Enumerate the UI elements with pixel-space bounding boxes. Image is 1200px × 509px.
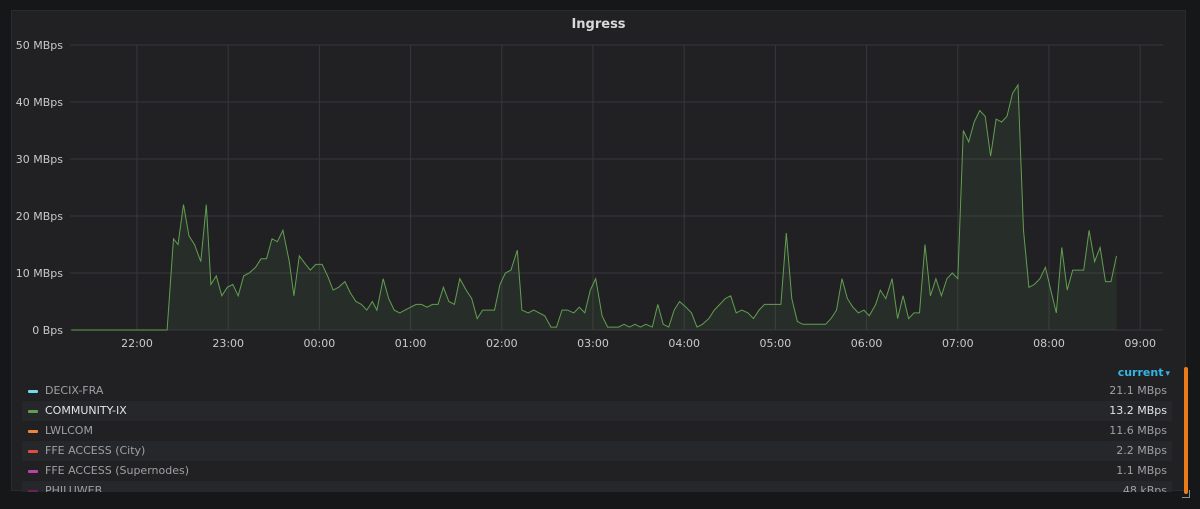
legend-item-value: 13.2 MBps xyxy=(1109,404,1167,417)
legend-scrollbar[interactable] xyxy=(1184,367,1188,494)
legend-color-swatch[interactable] xyxy=(28,490,38,492)
y-axis-labels: 0 Bps 10 MBps 20 MBps 30 MBps 40 MBps 50 MBps xyxy=(16,39,64,337)
legend-item[interactable]: FFE ACCESS (City) 2.2 MBps xyxy=(22,441,1172,461)
x-tick-label: 05:00 xyxy=(760,337,792,350)
ingress-chart: 0 Bps 10 MBps 20 MBps 30 MBps 40 MBps 50 MBps… xyxy=(16,39,1163,350)
legend-item[interactable]: LWLCOM 11.6 MBps xyxy=(22,421,1172,441)
x-tick-label: 07:00 xyxy=(942,337,974,350)
legend-item[interactable]: DECIX-FRA 21.1 MBps xyxy=(22,381,1172,401)
legend-item-value: 1.1 MBps xyxy=(1116,464,1167,477)
legend-item-value: 2.2 MBps xyxy=(1116,444,1167,457)
legend-item-label: LWLCOM xyxy=(45,424,93,437)
x-tick-label: 03:00 xyxy=(577,337,609,350)
x-axis-labels: 22:00 23:00 00:00 01:00 02:00 03:00 04:00 05:00… xyxy=(121,337,1156,350)
legend-color-swatch[interactable] xyxy=(28,430,38,433)
y-tick-label: 40 MBps xyxy=(16,96,64,109)
legend-color-swatch[interactable] xyxy=(28,450,38,453)
y-tick-label: 0 Bps xyxy=(32,324,63,337)
panel-title[interactable]: Ingress xyxy=(571,17,626,32)
legend-item-label: FFE ACCESS (City) xyxy=(45,444,146,457)
x-tick-label: 08:00 xyxy=(1033,337,1065,350)
legend-item[interactable]: FFE ACCESS (Supernodes) 1.1 MBps xyxy=(22,461,1172,481)
legend-item-label: DECIX-FRA xyxy=(45,384,104,397)
series-area xyxy=(71,84,1117,331)
resize-handle-icon[interactable] xyxy=(1182,490,1190,498)
legend-item[interactable]: PHILUWEB 48 kBps xyxy=(22,481,1172,492)
legend-sort-current[interactable]: current ▾ xyxy=(1118,366,1170,379)
x-tick-label: 22:00 xyxy=(121,337,153,350)
legend-item-label: FFE ACCESS (Supernodes) xyxy=(45,464,190,477)
x-tick-label: 06:00 xyxy=(851,337,883,350)
x-tick-label: 01:00 xyxy=(395,337,427,350)
legend-item-value: 21.1 MBps xyxy=(1109,384,1167,397)
legend-item-value: 48 kBps xyxy=(1122,484,1167,492)
y-tick-label: 50 MBps xyxy=(16,39,64,52)
series-layer xyxy=(71,83,1117,331)
caret-down-icon: ▾ xyxy=(1165,369,1170,379)
x-tick-label: 09:00 xyxy=(1124,337,1156,350)
legend: current ▾ DECIX-FRA 21.1 MBps COMMUNITY-IX 1… xyxy=(22,366,1172,492)
x-tick-label: 02:00 xyxy=(486,337,518,350)
series-line xyxy=(71,83,1117,331)
x-tick-label: 04:00 xyxy=(668,337,700,350)
y-tick-label: 20 MBps xyxy=(16,210,64,223)
legend-item-label: COMMUNITY-IX xyxy=(45,404,127,417)
y-tick-label: 10 MBps xyxy=(16,267,64,280)
y-tick-label: 30 MBps xyxy=(16,153,64,166)
legend-rows: DECIX-FRA 21.1 MBps COMMUNITY-IX 13.2 MBps L… xyxy=(22,381,1172,492)
legend-item-label: PHILUWEB xyxy=(45,484,103,492)
legend-color-swatch[interactable] xyxy=(28,390,38,393)
x-tick-label: 23:00 xyxy=(212,337,244,350)
legend-header-label: current xyxy=(1117,366,1164,379)
legend-color-swatch[interactable] xyxy=(28,470,38,473)
y-gridlines xyxy=(70,44,1163,331)
legend-item[interactable]: COMMUNITY-IX 13.2 MBps xyxy=(22,401,1172,421)
graph-panel: Ingress 0 Bps 10 MBps 20 MBps 30 MBps 40 MBp… xyxy=(11,10,1190,498)
legend-item-value: 11.6 MBps xyxy=(1109,424,1167,437)
legend-color-swatch[interactable] xyxy=(28,410,38,413)
x-tick-label: 00:00 xyxy=(304,337,336,350)
